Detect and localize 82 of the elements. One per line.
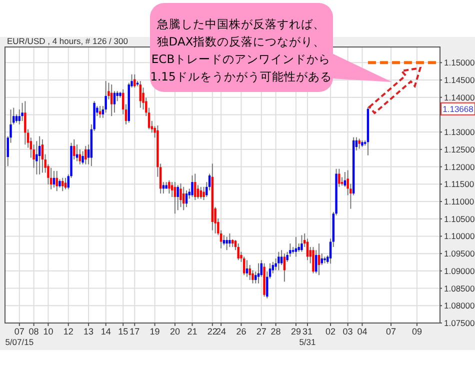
y-tick-label: 1.11000 [444,196,474,207]
candlestick [168,180,170,194]
candlestick [185,190,188,208]
annotation: 急騰した中国株が反落すれば、独DAX指数の反落につながり、ECBトレードのアンワインドから1.15ドルをうかがう可能性がある [150,17,332,84]
x-tick-label: 24 [216,326,226,336]
candlestick [191,174,194,198]
candlestick [98,106,102,118]
candlestick [243,256,246,276]
x-tick-label: 10 [43,326,54,336]
candlestick [280,250,283,266]
x-tick-label: 27 [256,326,266,336]
candlestick [196,184,200,200]
y-tick-label: 1.08000 [444,300,475,311]
annotation: 1.13668 [442,104,474,114]
candlestick [194,173,196,201]
candlestick [50,167,52,190]
x-tick-label: 22 [207,326,218,336]
x-tick-label: 26 [236,326,246,336]
candlestick [257,262,260,284]
candlestick [176,184,179,211]
x-tick-label: 19 [150,326,160,336]
x-tick-label: 07 [386,326,396,336]
candlestick [64,177,67,190]
x-tick-label: 29 [290,326,301,336]
candlestick [358,138,360,150]
x-tick-label: 20 [170,326,180,336]
x-tick-label: 14 [100,326,111,336]
candlestick [180,182,182,208]
y-tick-label: 1.09500 [444,248,475,259]
text: 5/31 [299,337,316,347]
candlestick [162,182,165,194]
candlestick [226,236,228,251]
x-tick-label: 03 [342,326,353,336]
candlestick [139,80,142,108]
candlestick [318,243,320,276]
candlestick [246,260,248,278]
candlestick [283,253,286,282]
candlestick [278,251,280,271]
candlestick [38,136,41,175]
candlestick [320,253,323,266]
y-tick-label: 1.09000 [444,266,475,276]
x-tick-label: 07 [14,326,24,336]
y-tick-label: 1.12000 [444,162,475,172]
candlestick [182,186,185,211]
candlestick [113,90,116,114]
candlestick [237,243,240,261]
candlestick [174,182,176,214]
y-tick-label: 1.07500 [444,318,475,328]
y-tick-label: 1.13000 [444,127,475,138]
x-tick-label: 21 [187,326,198,336]
x-tick-label: 31 [302,326,312,336]
y-tick-label: 1.11500 [444,179,474,190]
y-tick-label: 1.10500 [444,214,475,224]
x-tick-label: 04 [357,326,368,336]
x-tick-label: 09 [412,326,422,336]
candlestick [202,186,205,201]
candlestick [222,234,226,246]
candlestick [110,84,113,117]
x-tick-label: 02 [326,326,336,336]
x-tick-label: 13 [84,326,94,336]
y-tick-label: 1.14000 [444,92,475,102]
candlestick [312,246,314,274]
x-tick-label: 08 [28,326,39,336]
candlestick [84,145,87,165]
candlestick [228,232,231,248]
candlestick [24,100,26,146]
chart-title: EUR/USD , 4 hours, # 126 / 300 [7,36,128,46]
x-tick-label: 12 [63,326,74,336]
x-tick-label: 28 [270,326,281,336]
candlestick [41,138,44,174]
candlestick [300,234,303,252]
y-tick-label: 1.14500 [444,75,475,85]
candlestick [294,236,298,258]
y-tick-label: 1.12500 [444,144,475,154]
y-tick-label: 1.10000 [444,231,475,242]
y-tick-label: 1.15000 [444,58,475,68]
x-tick-label: 17 [130,326,140,336]
candlestick [200,186,202,200]
y-tick-label: 1.08500 [444,283,475,294]
candlestick [52,170,56,188]
text: 5/07/15 [5,337,34,347]
x-tick-label: 15 [118,326,128,336]
